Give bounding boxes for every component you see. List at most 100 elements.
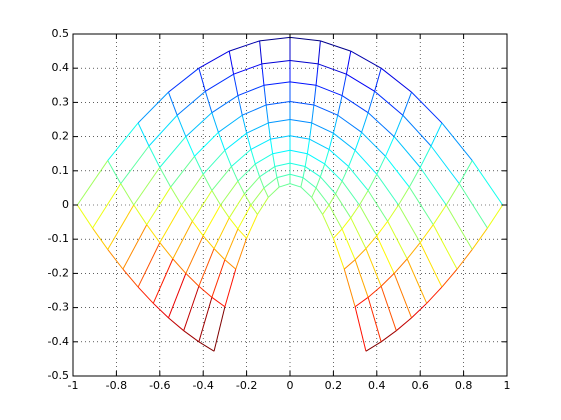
mesh-edge — [311, 122, 334, 134]
mesh-edge — [211, 190, 221, 206]
mesh-edge — [204, 91, 213, 113]
mesh-edge — [170, 155, 195, 188]
mesh-edge — [376, 173, 399, 206]
mesh-edge — [76, 160, 109, 206]
x-tick-label: -0.6 — [149, 379, 170, 392]
mesh-edge — [320, 176, 336, 195]
mesh-edge — [267, 186, 280, 198]
mesh-edge — [350, 217, 367, 249]
mesh-edge — [137, 122, 150, 147]
mesh-edge — [168, 67, 200, 93]
mesh-edge — [318, 63, 347, 75]
mesh-edge — [398, 204, 421, 243]
mesh-edge — [354, 149, 378, 175]
mesh-edge — [315, 187, 330, 206]
mesh-edge — [365, 235, 378, 249]
mesh-edge — [194, 156, 204, 175]
mesh-edge — [259, 176, 265, 189]
mesh-edge — [426, 286, 443, 304]
mesh-edge — [272, 153, 276, 167]
mesh-edge — [322, 204, 330, 215]
mesh-edge — [411, 302, 428, 319]
mesh-edge — [350, 50, 382, 69]
mesh-layer — [76, 36, 504, 352]
mesh-edge — [289, 173, 304, 179]
x-tick-label: -0.2 — [236, 379, 257, 392]
mesh-edge — [376, 156, 386, 175]
mesh-edge — [137, 286, 154, 304]
mesh-edge — [350, 204, 360, 219]
mesh-edge — [237, 84, 265, 97]
mesh-edge — [237, 163, 256, 182]
mesh-edge — [337, 95, 343, 116]
y-tick-label: -0.2 — [48, 266, 69, 279]
mesh-edge — [430, 122, 443, 147]
mesh-edge — [159, 167, 172, 188]
mesh-edge — [246, 133, 252, 150]
y-tick-label: 0 — [62, 198, 69, 211]
mesh-edge — [107, 204, 135, 250]
mesh-edge — [419, 145, 432, 168]
mesh-edge — [198, 68, 206, 92]
mesh-edge — [309, 138, 330, 150]
mesh-edge — [289, 183, 302, 188]
mesh-edge — [185, 273, 200, 287]
mesh-edge — [263, 187, 269, 198]
mesh-edge — [202, 149, 226, 175]
mesh-edge — [306, 139, 311, 154]
mesh-edge — [198, 341, 215, 352]
mesh-edge — [315, 84, 343, 97]
mesh-edge — [419, 242, 443, 288]
mesh-edge — [172, 221, 193, 260]
mesh-edge — [213, 217, 230, 249]
mesh-edge — [354, 306, 367, 352]
mesh-edge — [302, 177, 317, 189]
mesh-edge — [320, 40, 351, 52]
mesh-edge — [304, 153, 308, 167]
mesh-edge — [250, 138, 271, 150]
mesh-edge — [194, 131, 219, 157]
mesh-edge — [445, 204, 473, 250]
x-tick-label: 0.8 — [455, 379, 473, 392]
mesh-edge — [354, 296, 369, 308]
mesh-edge — [365, 248, 382, 287]
label-layer: -1 -0.8 -0.6 -0.4 -0.2 0 0.2 0.4 0.6 0.8 1 -0.5 -0.4… — [48, 27, 511, 392]
mesh-edge — [120, 183, 135, 206]
mesh-edge — [230, 166, 239, 182]
mesh-edge — [198, 297, 213, 342]
mesh-edge — [387, 204, 399, 222]
mesh-edge — [261, 63, 265, 86]
mesh-edge — [385, 155, 410, 188]
mesh-edge — [311, 187, 317, 198]
mesh-edge — [181, 173, 204, 206]
mesh-edge — [269, 139, 274, 154]
mesh-edge — [92, 183, 122, 229]
mesh-edge — [191, 220, 204, 237]
mesh-edge — [213, 306, 226, 352]
mesh-edge — [313, 104, 338, 116]
mesh-edge — [324, 163, 343, 182]
mesh-edge — [168, 317, 184, 332]
mesh-edge — [120, 145, 150, 184]
mesh-edge — [406, 242, 421, 260]
mesh-edge — [250, 149, 256, 165]
x-tick-label: 0.2 — [325, 379, 343, 392]
y-tick-label: 0.1 — [52, 164, 70, 177]
mesh-edge — [335, 180, 343, 195]
mesh-edge — [402, 91, 412, 116]
mesh-edge — [376, 235, 395, 274]
mesh-edge — [242, 104, 267, 116]
mesh-edge — [289, 119, 312, 124]
mesh-edge — [211, 112, 219, 133]
mesh-edge — [233, 63, 262, 75]
mesh-edge — [332, 238, 345, 270]
mesh-edge — [374, 90, 404, 116]
mesh-edge — [354, 248, 367, 261]
mesh-edge — [272, 149, 291, 155]
mesh-edge — [471, 227, 488, 250]
mesh-edge — [289, 101, 314, 106]
mesh-edge — [367, 112, 395, 137]
mesh-edge — [311, 104, 315, 123]
mesh-edge — [328, 204, 343, 230]
